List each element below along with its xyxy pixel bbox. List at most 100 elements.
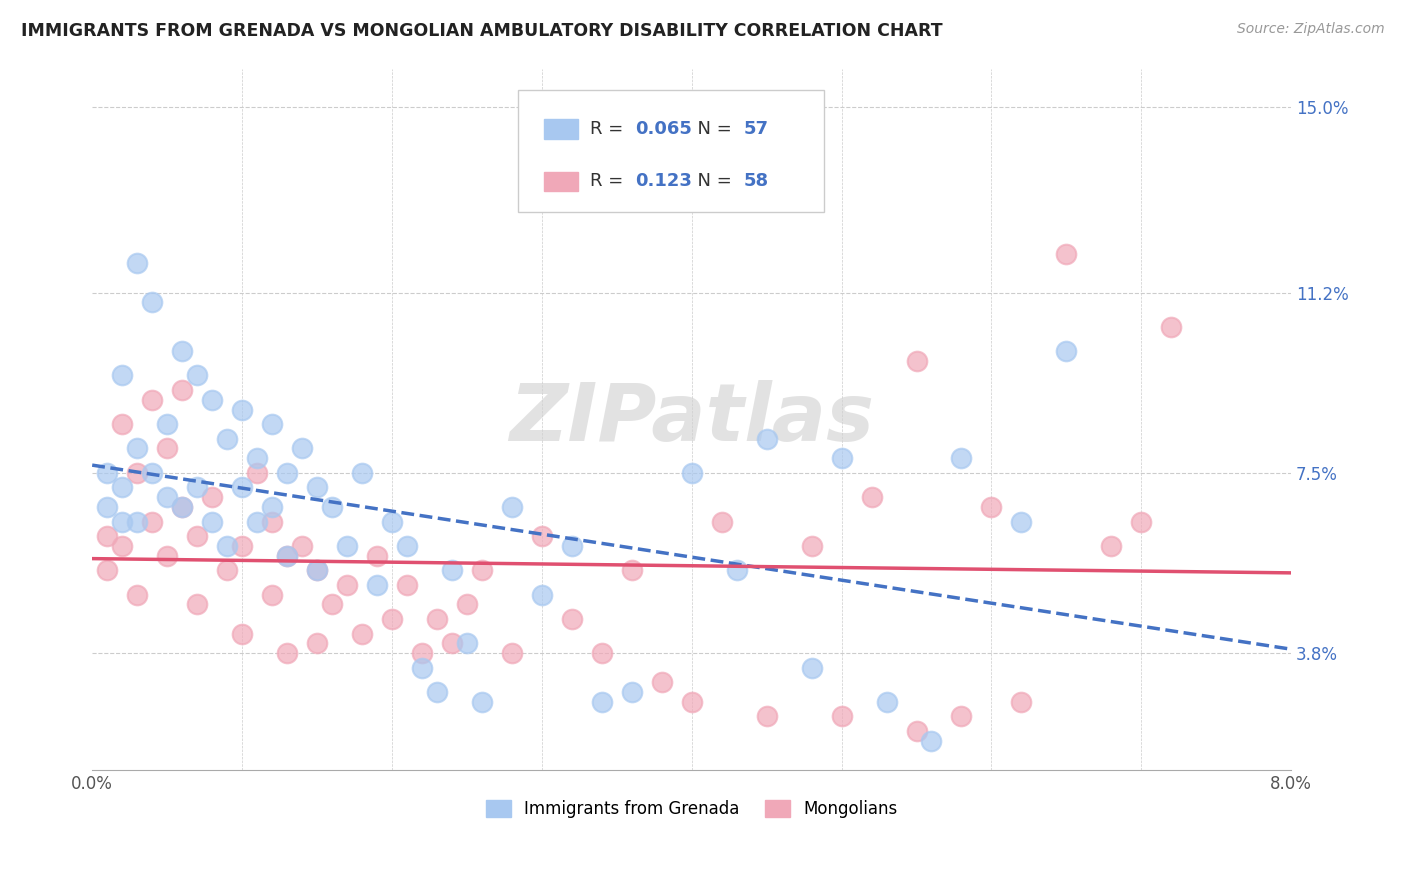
Point [186,529,208,543]
Point [215,563,238,577]
Point [291,442,314,456]
Point [172,344,194,359]
Point [231,402,253,417]
Text: N =: N = [686,172,737,190]
Point [800,539,823,553]
Point [755,432,778,446]
Point [561,612,583,626]
Point [381,612,404,626]
Text: R =: R = [589,172,628,190]
Point [980,500,1002,514]
Point [456,636,478,650]
Point [950,709,973,723]
Point [172,383,194,397]
Point [127,442,149,456]
Legend: Immigrants from Grenada, Mongolians: Immigrants from Grenada, Mongolians [479,793,904,825]
Point [127,588,149,602]
Text: N =: N = [686,120,737,138]
Point [860,490,883,504]
Point [366,549,388,563]
Point [426,685,449,699]
Point [111,515,134,529]
Point [231,626,253,640]
Point [395,578,418,592]
Point [231,480,253,494]
Point [111,417,134,431]
Point [530,588,553,602]
Point [305,480,328,494]
Point [215,432,238,446]
Point [440,636,463,650]
Point [321,500,343,514]
Point [141,515,163,529]
Point [501,646,523,660]
Point [246,451,269,466]
Bar [544,171,578,191]
Point [876,695,898,709]
Point [1130,515,1153,529]
Point [755,709,778,723]
Point [96,466,118,480]
Point [186,598,208,612]
Point [141,466,163,480]
Point [651,675,673,690]
Point [950,451,973,466]
Text: ZIPatlas: ZIPatlas [509,380,875,458]
Point [561,539,583,553]
Point [905,724,928,739]
Point [141,295,163,310]
Point [381,515,404,529]
Point [96,563,118,577]
Point [127,256,149,270]
Point [710,515,733,529]
Point [246,515,269,529]
Point [800,661,823,675]
Point [141,392,163,407]
Point [276,646,298,660]
Point [127,466,149,480]
Point [246,466,269,480]
Point [350,626,373,640]
Point [530,529,553,543]
Point [1160,319,1182,334]
Point [127,515,149,529]
Point [456,598,478,612]
Point [156,442,179,456]
Point [156,549,179,563]
Point [336,578,359,592]
Point [260,500,283,514]
Point [260,515,283,529]
Point [276,549,298,563]
Point [321,598,343,612]
Point [1010,515,1032,529]
Text: 57: 57 [744,120,768,138]
Point [186,368,208,383]
Point [1054,246,1077,260]
Text: 0.123: 0.123 [636,172,692,190]
Point [620,685,643,699]
Point [276,549,298,563]
Point [305,636,328,650]
Point [96,529,118,543]
Point [156,417,179,431]
Point [260,417,283,431]
Point [96,500,118,514]
Point [501,500,523,514]
Point [1010,695,1032,709]
Point [831,451,853,466]
Text: R =: R = [589,120,628,138]
Point [725,563,748,577]
Point [411,646,433,660]
Point [156,490,179,504]
Point [231,539,253,553]
Point [291,539,314,553]
Text: 58: 58 [744,172,768,190]
Point [591,695,613,709]
Point [1054,344,1077,359]
Point [831,709,853,723]
Point [172,500,194,514]
Point [921,733,943,747]
Text: 0.065: 0.065 [636,120,692,138]
Point [395,539,418,553]
Point [305,563,328,577]
